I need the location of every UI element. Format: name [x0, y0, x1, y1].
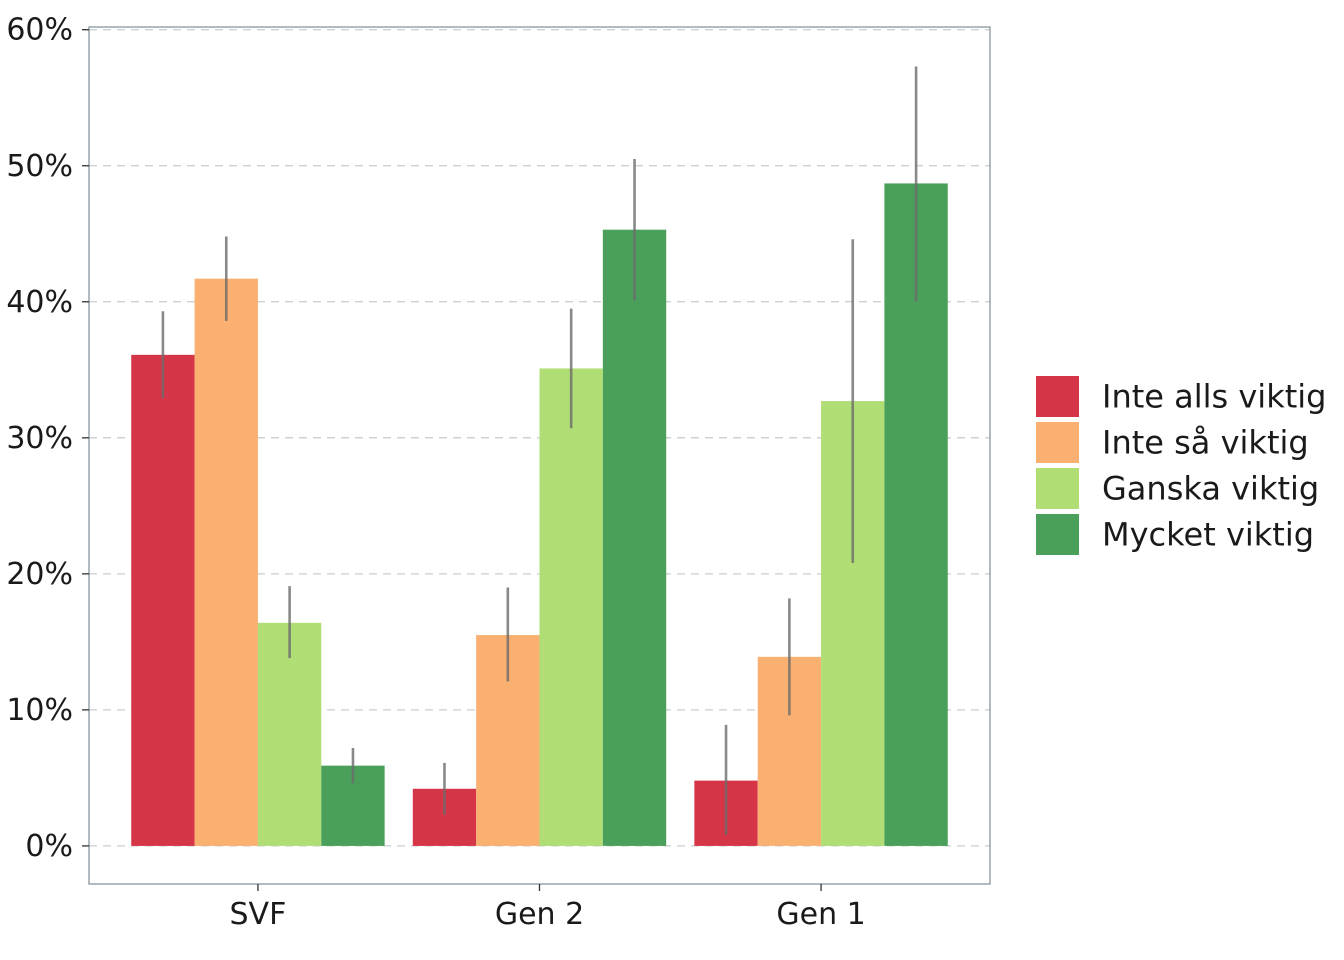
bar-gen-2-2 [539, 368, 603, 846]
y-tick-label: 50% [6, 149, 73, 184]
x-axis: SVF Gen 2 Gen 1 [230, 884, 866, 932]
x-tick-label: SVF [230, 897, 287, 932]
bar-svf-1 [194, 278, 258, 846]
legend-key [1036, 514, 1079, 555]
bar-gen-2-3 [602, 229, 667, 846]
legend-label: Inte så viktig [1102, 424, 1309, 462]
x-tick-label: Gen 1 [776, 897, 865, 932]
y-tick-label: 10% [6, 693, 73, 728]
legend-label: Ganska viktig [1102, 470, 1319, 508]
y-tick-label: 40% [6, 285, 73, 320]
x-tick-label: Gen 2 [495, 897, 584, 932]
legend-label: Mycket viktig [1102, 516, 1314, 554]
bar-svf-2 [257, 622, 322, 846]
bar-svf-0 [131, 354, 195, 846]
y-tick-label: 20% [6, 557, 73, 592]
y-axis: 0% 10% 20% 30% 40% 50% 60% [6, 13, 89, 864]
legend-key [1036, 422, 1079, 463]
legend-key [1036, 376, 1079, 417]
bar-layer [131, 183, 948, 846]
y-tick-label: 0% [25, 829, 73, 864]
legend-key [1036, 468, 1079, 509]
legend: Inte alls viktig Inte så viktig Ganska vik… [1036, 376, 1326, 555]
legend-label: Inte alls viktig [1102, 378, 1326, 416]
error-bar-layer [161, 66, 918, 836]
y-tick-label: 60% [6, 13, 73, 48]
y-tick-label: 30% [6, 421, 73, 456]
